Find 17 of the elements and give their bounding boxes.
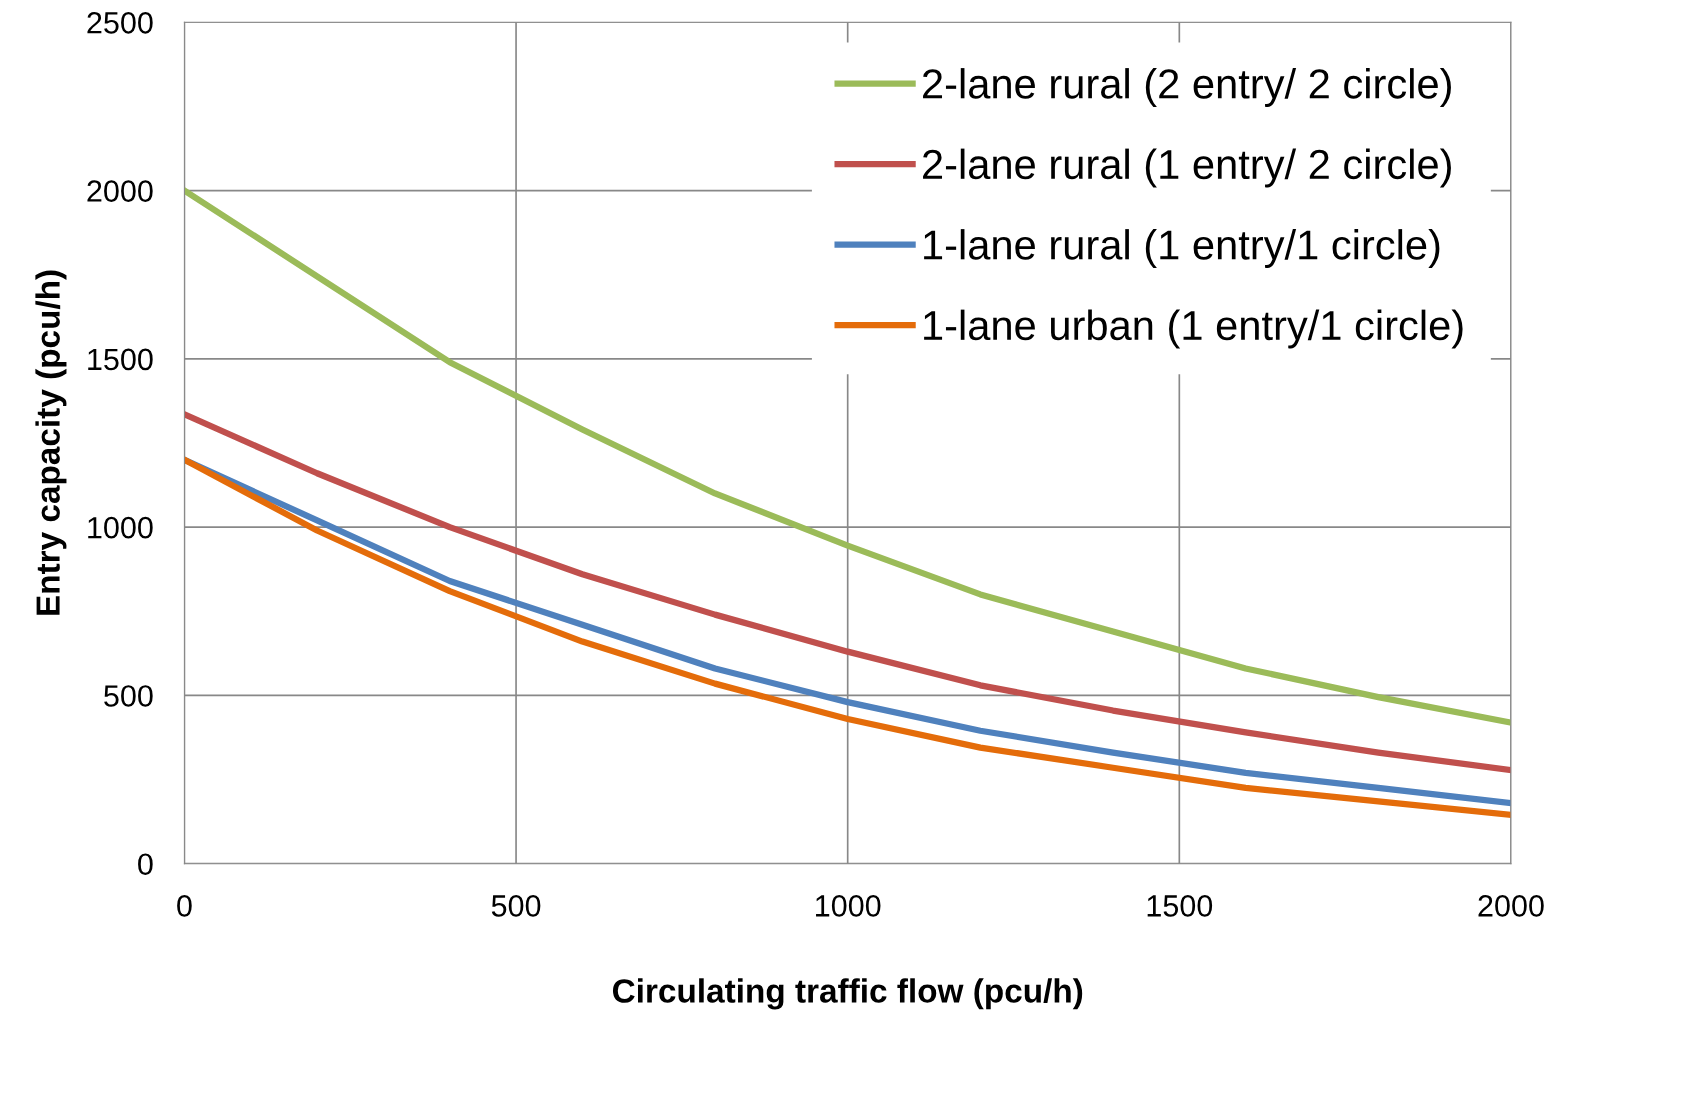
x-axis-title: Circulating traffic flow (pcu/h) bbox=[612, 978, 1083, 1010]
x-tick-label: 0 bbox=[177, 895, 192, 917]
y-axis-title: Entry capacity (pcu/h) bbox=[35, 270, 67, 615]
legend-label: 1-lane rural (1 entry/1 circle) bbox=[924, 229, 1440, 268]
legend-label: 2-lane rural (1 entry/ 2 circle) bbox=[923, 148, 1451, 188]
legend-label: 1-lane urban (1 entry/1 circle) bbox=[924, 309, 1463, 349]
x-tick-label: 2000 bbox=[1478, 895, 1544, 917]
y-tick-label: 2000 bbox=[87, 180, 153, 202]
legend-label: 2-lane rural (2 entry/ 2 circle) bbox=[923, 68, 1451, 107]
y-tick-label: 1000 bbox=[88, 516, 153, 539]
y-tick-label: 0 bbox=[138, 853, 153, 876]
x-tick-label: 1500 bbox=[1147, 895, 1213, 917]
y-tick-label: 2500 bbox=[87, 12, 153, 34]
y-tick-label: 1500 bbox=[88, 348, 153, 371]
y-tick-label: 500 bbox=[104, 685, 153, 707]
x-tick-label: 1000 bbox=[816, 895, 881, 917]
x-tick-label: 500 bbox=[491, 895, 541, 917]
